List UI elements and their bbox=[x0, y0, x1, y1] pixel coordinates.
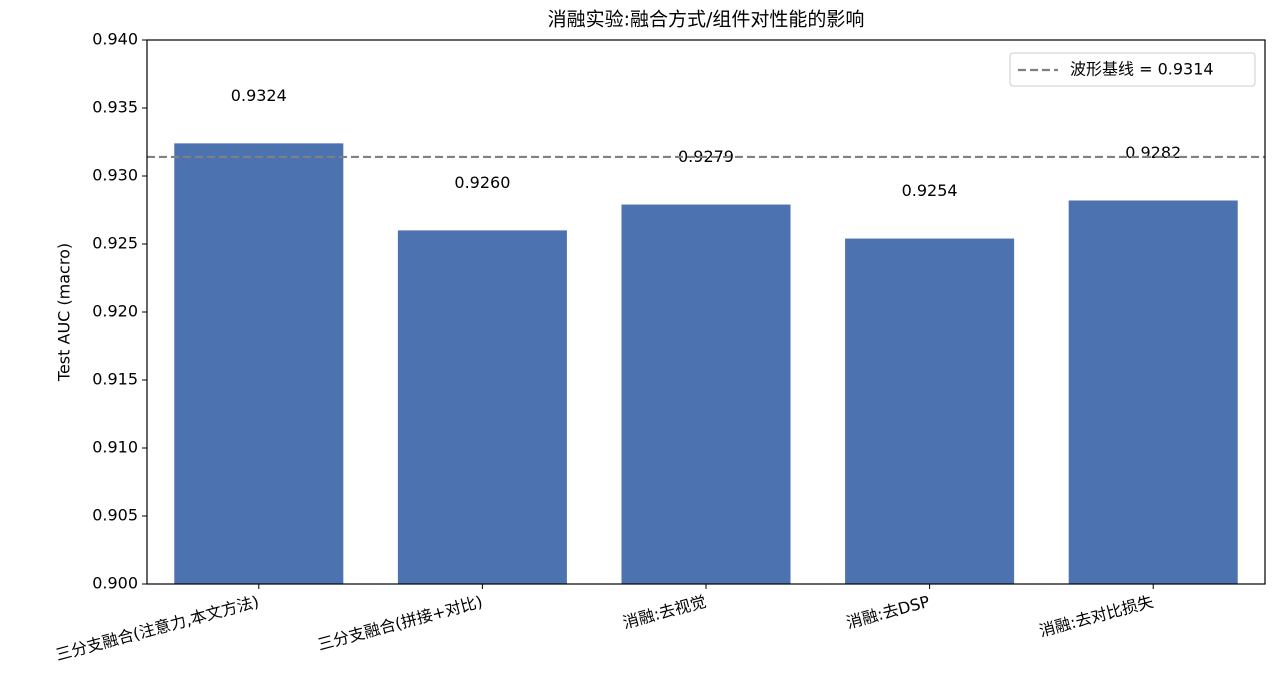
y-tick-label: 0.940 bbox=[92, 30, 138, 49]
legend-box bbox=[1009, 52, 1256, 87]
x-tick-label: 三分支融合(注意力,本文方法) bbox=[54, 592, 261, 665]
y-tick-label: 0.900 bbox=[92, 574, 138, 593]
x-tick-label: 消融:去对比损失 bbox=[1037, 592, 1155, 641]
chart-title: 消融实验:融合方式/组件对性能的影响 bbox=[548, 9, 865, 31]
bar bbox=[174, 143, 344, 585]
legend-label: 波形基线 = 0.9314 bbox=[1070, 60, 1214, 79]
x-tick-label: 消融:去视觉 bbox=[621, 592, 708, 632]
y-tick-label: 0.935 bbox=[92, 98, 138, 117]
x-tick-label: 三分支融合(拼接+对比) bbox=[316, 592, 485, 654]
y-tick-label: 0.930 bbox=[92, 166, 138, 185]
y-tick-label: 0.905 bbox=[92, 506, 138, 525]
axes-frame bbox=[146, 39, 1266, 585]
value-label: 0.9324 bbox=[231, 86, 287, 105]
y-tick-label: 0.920 bbox=[92, 302, 138, 321]
value-label: 0.9254 bbox=[902, 181, 958, 200]
value-label: 0.9282 bbox=[1125, 143, 1181, 162]
y-axis-label: Test AUC (macro) bbox=[55, 243, 74, 382]
y-tick-label: 0.925 bbox=[92, 234, 138, 253]
bar bbox=[1068, 200, 1238, 585]
bar bbox=[397, 230, 567, 584]
bar bbox=[845, 238, 1015, 584]
bar bbox=[621, 204, 791, 584]
y-tick-label: 0.910 bbox=[92, 438, 138, 457]
x-tick-label: 消融:去DSP bbox=[844, 592, 932, 633]
value-label: 0.9260 bbox=[454, 173, 510, 192]
y-tick-label: 0.915 bbox=[92, 370, 138, 389]
